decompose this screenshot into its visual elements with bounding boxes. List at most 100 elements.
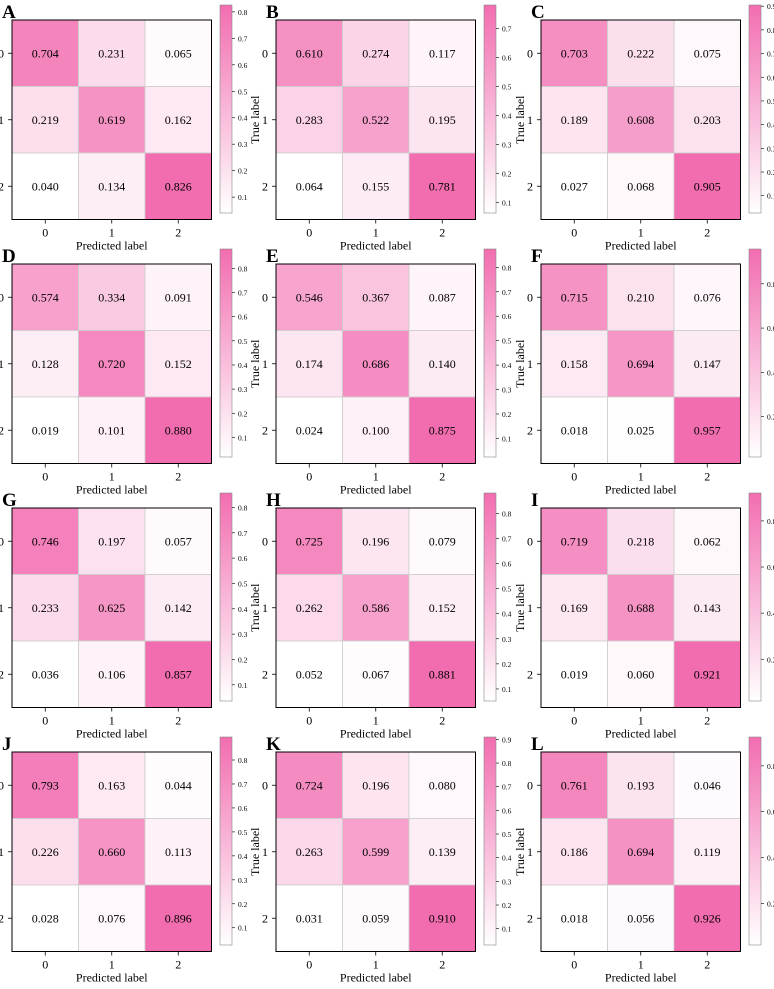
- cell-value: 0.926: [694, 911, 721, 925]
- colorbar-tick-label: 0.4: [767, 609, 774, 618]
- cell-value: 0.119: [694, 845, 721, 859]
- x-tick-label: 2: [439, 470, 445, 484]
- colorbar-tick-label: 0.2: [238, 409, 248, 418]
- panel-label: K: [266, 734, 281, 755]
- heatmap-cell: [673, 818, 741, 886]
- heatmap-cell: [78, 507, 146, 575]
- heatmap-cell: [78, 574, 146, 642]
- heatmap-cell: [275, 152, 343, 220]
- cell-value: 0.586: [362, 601, 389, 615]
- cell-value: 0.076: [694, 290, 721, 304]
- cell-value: 0.152: [429, 601, 456, 615]
- colorbar-tick-label: 0.6: [238, 313, 248, 322]
- colorbar-tick-label: 0.6: [502, 806, 512, 815]
- heatmap-cell: [144, 396, 212, 464]
- cell-value: 0.196: [362, 534, 389, 548]
- colorbar-tick-label: 0.4: [502, 112, 512, 121]
- heatmap-cell: [11, 263, 79, 331]
- heatmap-cell: [342, 330, 410, 398]
- cell-value: 0.857: [165, 667, 192, 681]
- heatmap-cell: [408, 574, 476, 642]
- colorbar-tick-label: 0.6: [238, 804, 248, 813]
- heatmap-cell: [144, 818, 212, 886]
- x-axis-label: Predicted label: [76, 727, 148, 741]
- cell-value: 0.610: [296, 46, 323, 60]
- y-tick-label: 2: [527, 911, 533, 925]
- colorbar-tick-label: 0.4: [238, 852, 248, 861]
- y-tick-label: 2: [527, 179, 533, 193]
- cell-value: 0.186: [561, 845, 588, 859]
- y-tick-label: 0: [527, 290, 533, 304]
- colorbar-tick-label: 0.3: [238, 385, 248, 394]
- heatmap-cell: [144, 574, 212, 642]
- heatmap-cell: [408, 507, 476, 575]
- cell-value: 0.162: [165, 113, 192, 127]
- colorbar-tick-label: 0.2: [767, 168, 774, 177]
- colorbar-tick-label: 0.2: [238, 655, 248, 664]
- heatmap-cell: [342, 19, 410, 87]
- colorbar-tick-label: 0.8: [238, 264, 248, 273]
- colorbar-tick-label: 0.3: [238, 630, 248, 639]
- colorbar: [219, 492, 233, 702]
- heatmap-cell: [11, 574, 79, 642]
- colorbar-tick-label: 0.5: [767, 97, 774, 106]
- cell-value: 0.019: [561, 667, 588, 681]
- cell-value: 0.880: [165, 423, 192, 437]
- colorbar-tick-label: 0.1: [238, 924, 248, 933]
- colorbar-tick-label: 0.8: [238, 503, 248, 512]
- y-tick-label: 1: [527, 601, 533, 615]
- colorbar-tick-label: 0.2: [502, 660, 512, 669]
- colorbar-tick-label: 0.3: [238, 876, 248, 885]
- cell-value: 0.921: [694, 667, 721, 681]
- colorbar-tick-label: 0.4: [502, 854, 512, 863]
- panel-label: D: [2, 246, 16, 267]
- x-tick-label: 1: [109, 714, 115, 728]
- cell-value: 0.106: [98, 667, 125, 681]
- cell-value: 0.143: [694, 601, 721, 615]
- cell-value: 0.761: [561, 778, 588, 792]
- cell-value: 0.079: [429, 534, 456, 548]
- heatmap-cell: [342, 884, 410, 952]
- cell-value: 0.036: [32, 667, 59, 681]
- y-tick-label: 2: [0, 179, 4, 193]
- colorbar-tick-label: 0.4: [767, 853, 774, 862]
- heatmap-cell: [673, 263, 741, 331]
- colorbar-tick-label: 0.5: [238, 337, 248, 346]
- cell-value: 0.781: [429, 179, 456, 193]
- heatmap-cell: [607, 396, 675, 464]
- heatmap-cell: [275, 396, 343, 464]
- heatmap-cell: [607, 884, 675, 952]
- x-axis-label: Predicted label: [340, 483, 412, 497]
- y-tick-label: 1: [527, 113, 533, 127]
- cell-value: 0.087: [429, 290, 456, 304]
- x-axis-label: Predicted label: [340, 239, 412, 253]
- panel-j: J 0.793 0.163 0.044 0.226 0.660 0.113 0.028 0.07…: [0, 734, 248, 985]
- cell-value: 0.957: [694, 423, 721, 437]
- cell-value: 0.024: [296, 423, 323, 437]
- cell-value: 0.101: [98, 423, 125, 437]
- heatmap-cell: [78, 152, 146, 220]
- y-tick-label: 1: [262, 113, 268, 127]
- heatmap-cell: [275, 884, 343, 952]
- colorbar-tick-label: 0.1: [502, 925, 512, 934]
- heatmap-cell: [540, 19, 608, 87]
- cell-value: 0.703: [561, 46, 588, 60]
- y-tick-label: 1: [0, 357, 4, 371]
- cell-value: 0.826: [165, 179, 192, 193]
- cell-value: 0.203: [694, 113, 721, 127]
- heatmap-cell: [144, 86, 212, 154]
- heatmap-cell: [408, 330, 476, 398]
- heatmap-cell: [408, 152, 476, 220]
- colorbar-tick-label: 0.9: [767, 2, 774, 11]
- heatmap-cell: [540, 884, 608, 952]
- heatmap-cell: [11, 884, 79, 952]
- x-axis-label: Predicted label: [76, 971, 148, 985]
- colorbar: [483, 4, 497, 214]
- cell-value: 0.719: [561, 534, 588, 548]
- x-axis-label: Predicted label: [340, 971, 412, 985]
- x-tick-label: 0: [571, 958, 577, 972]
- heatmap-cell: [342, 152, 410, 220]
